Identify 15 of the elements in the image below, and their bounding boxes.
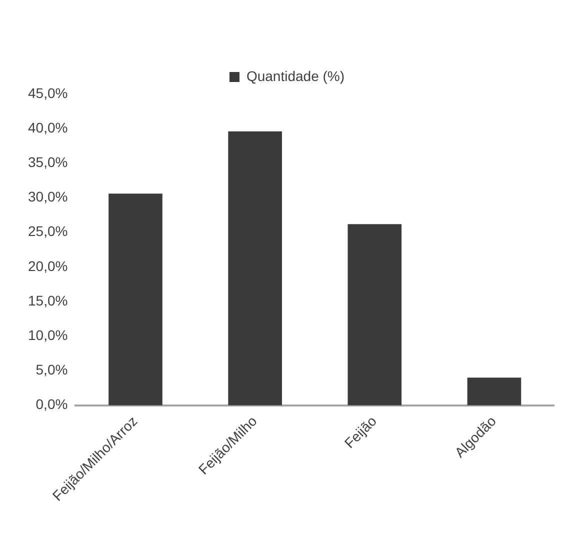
y-tick-label: 35,0% [28,154,68,170]
y-tick-label: 30,0% [28,188,68,205]
bar [467,378,522,406]
bar [348,224,402,406]
y-tick-label: 15,0% [28,292,68,308]
y-tick-label: 10,0% [28,327,68,344]
y-tick-label: 0,0% [36,396,68,412]
bar [108,194,162,406]
bar [228,131,282,406]
y-tick-label: 5,0% [36,362,68,378]
y-tick-label: 20,0% [28,258,68,274]
y-tick-label: 45,0% [28,84,68,101]
y-tick-label: 40,0% [28,119,68,136]
legend-label: Quantidade (%) [246,68,345,84]
y-tick-label: 25,0% [28,223,68,240]
